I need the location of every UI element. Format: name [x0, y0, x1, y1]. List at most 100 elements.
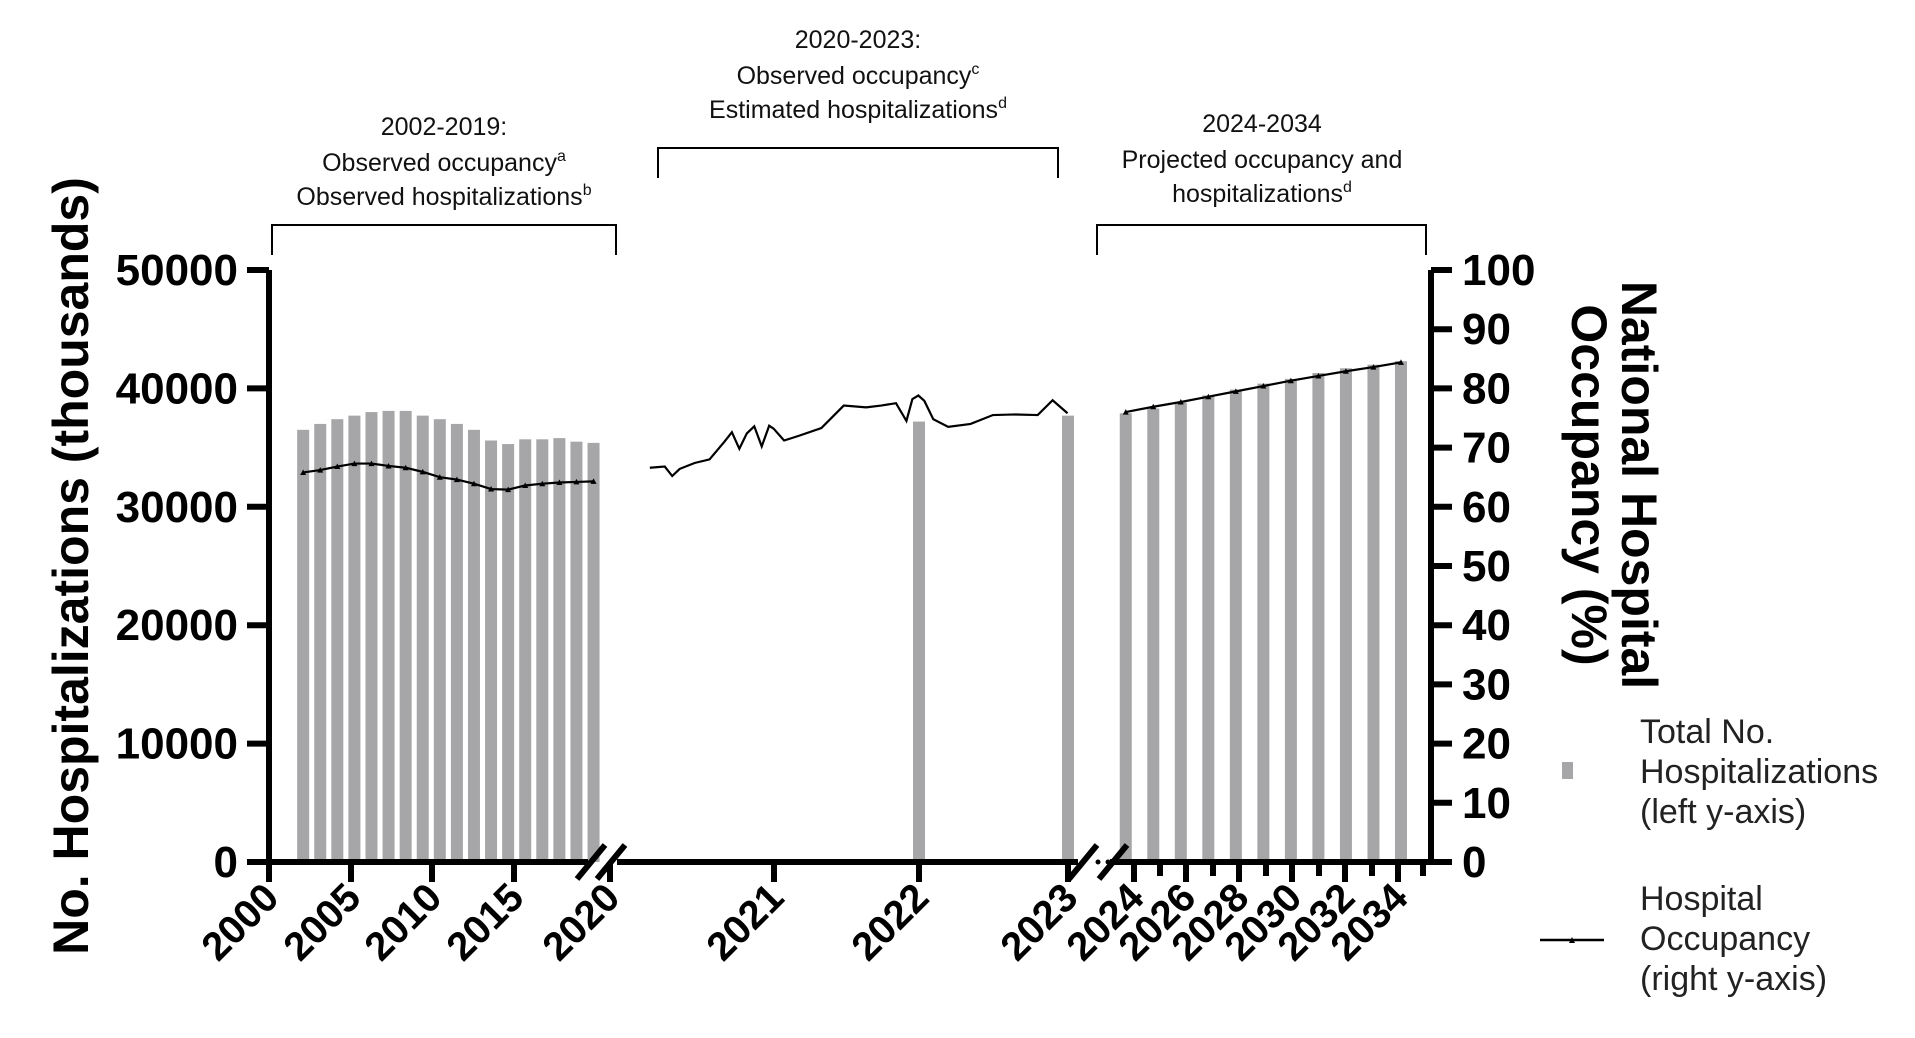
- occupancy-point: [556, 479, 563, 486]
- legend-bar-line1: Total No.: [1640, 713, 1774, 751]
- occupancy-point: [1287, 377, 1294, 384]
- axis-break-mark: [574, 843, 608, 881]
- axis-gap-dot: [1095, 859, 1101, 865]
- axis-gap-dot: [1105, 859, 1111, 865]
- occupancy-point: [1342, 368, 1349, 374]
- x-tick-label: 2023: [992, 875, 1086, 969]
- occupancy-point: [1397, 359, 1404, 365]
- bar-hospitalizations: [553, 438, 566, 862]
- bar-hospitalizations: [1229, 389, 1242, 862]
- bar-hospitalizations: [1174, 402, 1187, 862]
- period-line1: Observed occupancyc: [737, 61, 980, 90]
- bar-hospitalizations: [485, 440, 498, 862]
- axes: 0 10000 20000 30000 40000 50000 0 10 20 30 40 50 60 7…: [43, 177, 1667, 969]
- period-line2: Estimated hospitalizationsd: [709, 95, 1007, 124]
- right-y-tick-label: 20: [1462, 720, 1511, 769]
- occupancy-lines: [300, 359, 1404, 493]
- occupancy-point: [1150, 403, 1157, 410]
- period-title: 2024-2034: [1202, 110, 1322, 138]
- right-y-tick-label: 50: [1462, 542, 1511, 591]
- x-tick-label: 2010: [356, 875, 450, 969]
- period-line1-text: Observed occupancy: [322, 149, 557, 177]
- occupancy-point: [453, 476, 460, 483]
- occupancy-line: [649, 394, 1069, 478]
- bar-hospitalizations: [1312, 373, 1325, 862]
- period-line2-sup: d: [1343, 179, 1352, 196]
- bar-hospitalizations: [1062, 415, 1074, 862]
- occupancy-point: [522, 482, 529, 488]
- period-bracket: [271, 224, 617, 255]
- occupancy-point: [505, 486, 512, 493]
- left-y-tick-label: 0: [214, 838, 238, 887]
- legend-line-line2: Occupancy: [1640, 920, 1810, 958]
- left-y-tick-label: 50000: [116, 246, 238, 295]
- bar-hospitalizations: [1119, 413, 1132, 862]
- bar-hospitalizations: [536, 439, 549, 862]
- axis-break-mark: [1096, 843, 1130, 881]
- bar-hospitalizations: [399, 410, 412, 862]
- legend-swatch-marker: [1569, 937, 1575, 943]
- right-y-tick-label: 0: [1462, 838, 1486, 887]
- right-y-tick-label: 60: [1462, 483, 1511, 532]
- right-y-tick-label: 100: [1462, 246, 1535, 295]
- occupancy-point: [419, 468, 426, 475]
- occupancy-point: [300, 469, 307, 475]
- period-line1-text: Observed occupancy: [737, 62, 972, 90]
- occupancy-line: [303, 462, 594, 491]
- period-line2: hospitalizationsd: [1172, 179, 1352, 208]
- x-tick-label: 2000: [193, 875, 287, 969]
- occupancy-point: [368, 460, 375, 467]
- period-line2-text: hospitalizations: [1172, 180, 1343, 208]
- legend: Total No.Hospitalizations(left y-axis) Ho…: [1540, 713, 1878, 998]
- occupancy-point: [351, 460, 358, 467]
- right-y-tick-label: 10: [1462, 779, 1511, 828]
- occupancy-point: [539, 480, 546, 487]
- bar-hospitalizations: [1257, 383, 1270, 862]
- bar-hospitalizations: [913, 421, 925, 862]
- period-bracket: [1096, 224, 1427, 255]
- bar-hospitalizations: [1394, 361, 1407, 862]
- bar-hospitalizations: [416, 415, 429, 862]
- bar-hospitalizations: [570, 441, 583, 862]
- bar-hospitalizations: [467, 429, 480, 862]
- x-tick-label: 2005: [275, 875, 369, 969]
- right-y-tick-label: 90: [1462, 305, 1511, 354]
- x-tick-label: 2015: [438, 875, 532, 969]
- left-y-tick-label: 10000: [116, 720, 238, 769]
- occupancy-point: [1315, 372, 1322, 379]
- bar-hospitalizations: [587, 442, 600, 862]
- bar-hospitalizations: [348, 415, 361, 862]
- occupancy-point: [317, 467, 324, 473]
- bar-hospitalizations: [450, 423, 463, 862]
- right-y-axis-title-line2: Occupancy (%): [1561, 304, 1617, 665]
- bars: [297, 361, 1407, 862]
- bar-hospitalizations: [1202, 395, 1215, 862]
- occupancy-point: [1177, 399, 1184, 405]
- occupancy-point: [436, 474, 443, 480]
- period-bracket: [657, 147, 1059, 178]
- right-y-tick-label: 40: [1462, 601, 1511, 650]
- legend-bar-line2: Hospitalizations: [1640, 753, 1878, 791]
- period-line2-sup: d: [998, 95, 1007, 112]
- legend-bar-line3: (left y-axis): [1640, 793, 1806, 831]
- period-line2-text: Observed hospitalizations: [296, 183, 582, 211]
- left-y-axis-title: No. Hospitalizations (thousands): [43, 177, 99, 955]
- period-line1: Observed occupancya: [322, 148, 566, 177]
- left-y-tick-label: 40000: [116, 364, 238, 413]
- period-line2-text: Estimated hospitalizations: [709, 96, 998, 124]
- occupancy-point: [470, 480, 477, 487]
- period-line1-sup: a: [557, 148, 566, 165]
- bar-hospitalizations: [433, 419, 446, 862]
- left-y-tick-label: 30000: [116, 483, 238, 532]
- period-title: 2002-2019:: [381, 113, 508, 141]
- right-y-tick-label: 70: [1462, 424, 1511, 473]
- occupancy-point: [1205, 393, 1212, 400]
- occupancy-point: [1370, 364, 1377, 370]
- x-tick-label: 2021: [698, 875, 792, 969]
- bar-hospitalizations: [1284, 378, 1297, 862]
- legend-line-line3: (right y-axis): [1640, 960, 1827, 998]
- bar-hospitalizations: [1147, 408, 1160, 862]
- bar-hospitalizations: [382, 410, 395, 862]
